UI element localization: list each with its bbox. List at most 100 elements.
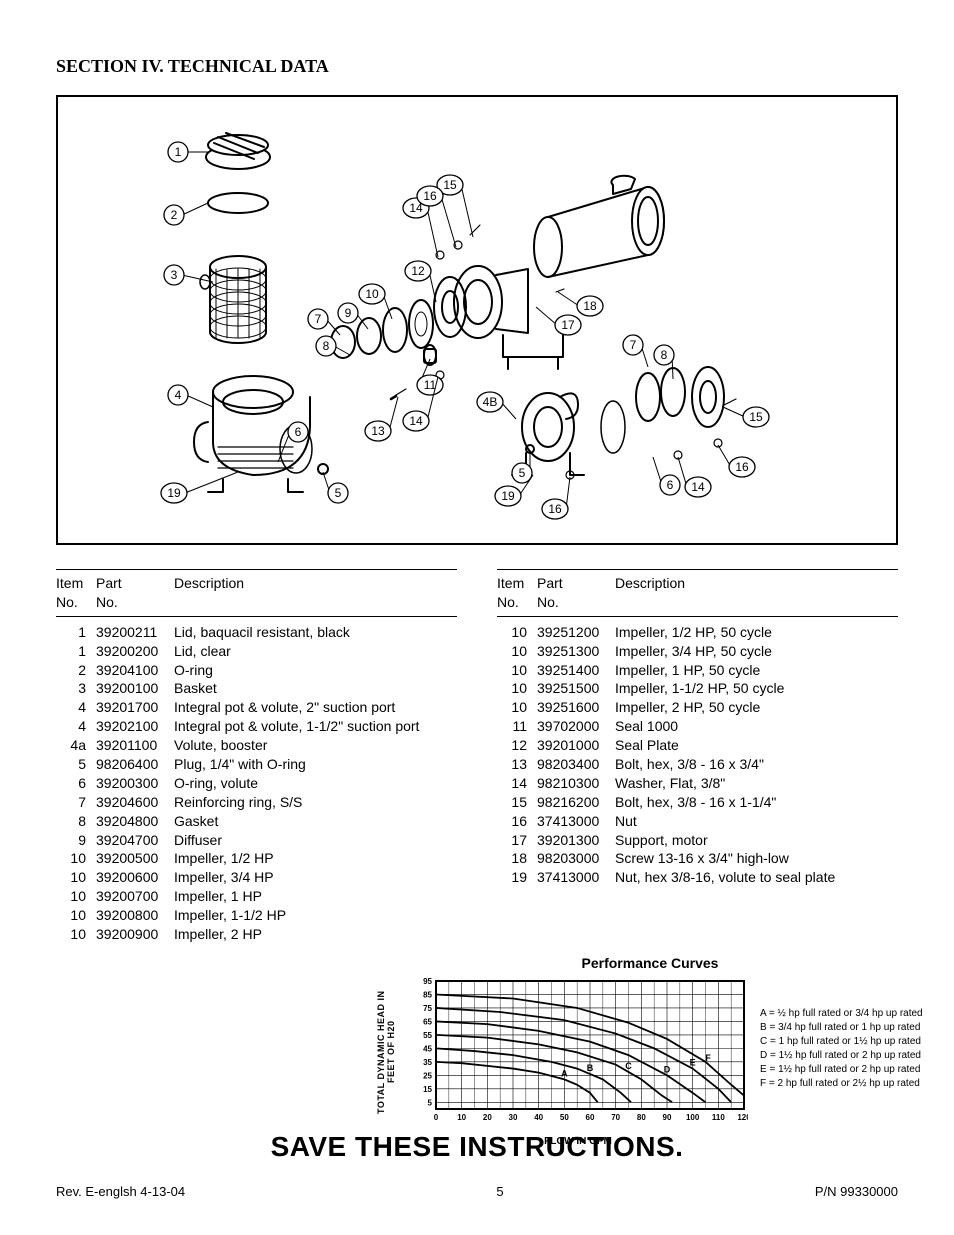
cell-description: Impeller, 1 HP, 50 cycle <box>615 661 898 680</box>
cell-item-no: 17 <box>497 831 537 850</box>
parts-row: 1598216200Bolt, hex, 3/8 - 16 x 1-1/4" <box>497 793 898 812</box>
parts-column-left: ItemNo. PartNo. Description 139200211Lid… <box>56 569 477 944</box>
header-item-no: ItemNo. <box>497 574 537 612</box>
svg-text:A: A <box>561 1068 568 1078</box>
header-description: Description <box>174 574 457 612</box>
cell-item-no: 10 <box>56 868 96 887</box>
svg-text:D: D <box>664 1064 671 1074</box>
cell-item-no: 4 <box>56 698 96 717</box>
cell-item-no: 10 <box>56 906 96 925</box>
svg-text:16: 16 <box>423 189 437 203</box>
parts-row: 1039200900Impeller, 2 HP <box>56 925 457 944</box>
exploded-diagram: 12341965789101112131414151617184B5191661… <box>56 95 898 545</box>
parts-row: 1739201300Support, motor <box>497 831 898 850</box>
cell-description: Nut <box>615 812 898 831</box>
cell-part-no: 39200200 <box>96 642 174 661</box>
chart-legend: A = ½ hp full rated or 3/4 hp up ratedB … <box>760 1007 923 1091</box>
svg-text:25: 25 <box>423 1071 432 1080</box>
cell-description: Integral pot & volute, 1-1/2" suction po… <box>174 717 457 736</box>
cell-item-no: 1 <box>56 623 96 642</box>
svg-text:75: 75 <box>423 1004 432 1013</box>
svg-text:3: 3 <box>171 268 178 282</box>
cell-part-no: 98210300 <box>537 774 615 793</box>
parts-row: 1039251300Impeller, 3/4 HP, 50 cycle <box>497 642 898 661</box>
svg-text:90: 90 <box>663 1113 672 1122</box>
svg-text:B: B <box>587 1063 594 1073</box>
svg-text:45: 45 <box>423 1044 432 1053</box>
svg-text:18: 18 <box>583 299 597 313</box>
svg-text:4: 4 <box>175 388 182 402</box>
page-footer: Rev. E-englsh 4-13-04 5 P/N 99330000 <box>56 1184 898 1199</box>
cell-description: Impeller, 1-1/2 HP, 50 cycle <box>615 679 898 698</box>
svg-text:16: 16 <box>735 460 749 474</box>
svg-text:16: 16 <box>548 502 562 516</box>
cell-item-no: 19 <box>497 868 537 887</box>
cell-part-no: 39200100 <box>96 679 174 698</box>
cell-part-no: 98203000 <box>537 849 615 868</box>
svg-text:12: 12 <box>411 264 425 278</box>
svg-text:8: 8 <box>661 348 668 362</box>
svg-text:20: 20 <box>483 1113 492 1122</box>
cell-item-no: 4 <box>56 717 96 736</box>
svg-text:95: 95 <box>423 977 432 986</box>
cell-part-no: 39200500 <box>96 849 174 868</box>
parts-header: ItemNo. PartNo. Description <box>56 569 457 617</box>
cell-item-no: 12 <box>497 736 537 755</box>
svg-text:1: 1 <box>175 145 182 159</box>
parts-row: 239204100O-ring <box>56 661 457 680</box>
parts-row: 4a39201100Volute, booster <box>56 736 457 755</box>
svg-text:10: 10 <box>457 1113 466 1122</box>
cell-part-no: 39201000 <box>537 736 615 755</box>
cell-part-no: 37413000 <box>537 868 615 887</box>
legend-line: B = 3/4 hp full rated or 1 hp up rated <box>760 1021 923 1035</box>
footer-part-number: P/N 99330000 <box>815 1184 898 1199</box>
cell-item-no: 10 <box>56 849 96 868</box>
cell-item-no: 13 <box>497 755 537 774</box>
svg-text:5: 5 <box>335 486 342 500</box>
cell-description: O-ring <box>174 661 457 680</box>
cell-part-no: 39251500 <box>537 679 615 698</box>
cell-item-no: 18 <box>497 849 537 868</box>
cell-item-no: 10 <box>497 661 537 680</box>
parts-row: 1039200700Impeller, 1 HP <box>56 887 457 906</box>
cell-description: Impeller, 1-1/2 HP <box>174 906 457 925</box>
cell-description: Plug, 1/4" with O-ring <box>174 755 457 774</box>
parts-row: 1398203400Bolt, hex, 3/8 - 16 x 3/4" <box>497 755 898 774</box>
svg-text:85: 85 <box>423 990 432 999</box>
cell-item-no: 10 <box>56 887 96 906</box>
cell-description: Seal Plate <box>615 736 898 755</box>
svg-text:13: 13 <box>371 424 385 438</box>
svg-text:7: 7 <box>630 338 637 352</box>
parts-column-right: ItemNo. PartNo. Description 1039251200Im… <box>477 569 898 944</box>
legend-line: C = 1 hp full rated or 1½ hp up rated <box>760 1035 923 1049</box>
svg-text:50: 50 <box>560 1113 569 1122</box>
svg-text:40: 40 <box>534 1113 543 1122</box>
parts-row: 939204700Diffuser <box>56 831 457 850</box>
parts-row: 1637413000Nut <box>497 812 898 831</box>
cell-description: Impeller, 2 HP, 50 cycle <box>615 698 898 717</box>
svg-text:70: 70 <box>611 1113 620 1122</box>
legend-line: A = ½ hp full rated or 3/4 hp up rated <box>760 1007 923 1021</box>
svg-text:E: E <box>690 1058 696 1068</box>
cell-item-no: 7 <box>56 793 96 812</box>
chart-title: Performance Curves <box>384 955 916 971</box>
cell-description: Support, motor <box>615 831 898 850</box>
cell-part-no: 39204800 <box>96 812 174 831</box>
svg-text:2: 2 <box>171 208 178 222</box>
cell-description: Impeller, 2 HP <box>174 925 457 944</box>
cell-description: Lid, baquacil resistant, black <box>174 623 457 642</box>
svg-text:C: C <box>625 1061 632 1071</box>
parts-row: 1937413000Nut, hex 3/8-16, volute to sea… <box>497 868 898 887</box>
cell-description: Nut, hex 3/8-16, volute to seal plate <box>615 868 898 887</box>
cell-description: Diffuser <box>174 831 457 850</box>
svg-text:6: 6 <box>295 425 302 439</box>
cell-part-no: 39200900 <box>96 925 174 944</box>
cell-part-no: 39202100 <box>96 717 174 736</box>
cell-item-no: 8 <box>56 812 96 831</box>
chart-plot: 0102030405060708090100110120515253545556… <box>408 977 748 1127</box>
svg-text:19: 19 <box>167 486 181 500</box>
cell-description: Basket <box>174 679 457 698</box>
cell-part-no: 39200700 <box>96 887 174 906</box>
cell-part-no: 39200211 <box>96 623 174 642</box>
parts-row: 339200100Basket <box>56 679 457 698</box>
